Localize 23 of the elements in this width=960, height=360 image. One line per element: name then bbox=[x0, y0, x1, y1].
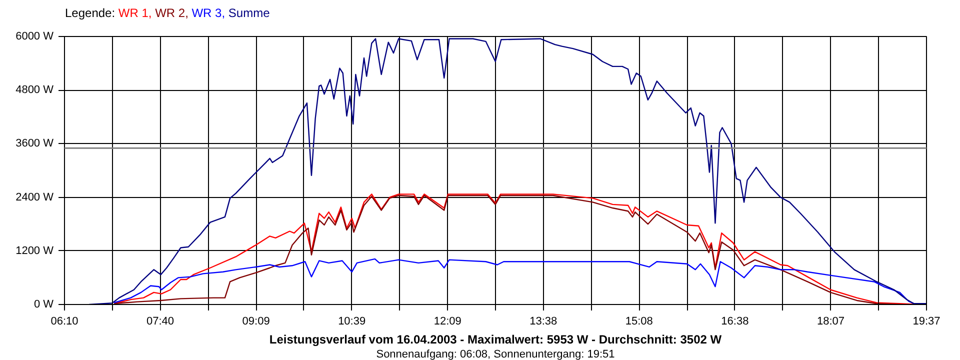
text: Leistungsverlauf vom 16.04.2003 - Maximalwert: 5953 W - Durchschnitt: 3502 W bbox=[269, 332, 722, 346]
text: Sonnenaufgang: 06:08, Sonnenuntergang: 19:51 bbox=[376, 348, 615, 360]
y-tick-label: 1200 W bbox=[16, 244, 54, 257]
x-tick-label: 18:07 bbox=[816, 316, 844, 328]
legend-title: Legende: bbox=[65, 6, 116, 20]
x-tick-label: 12:09 bbox=[434, 316, 462, 328]
y-tick-label: 3600 W bbox=[16, 138, 54, 150]
text: Summe bbox=[228, 6, 270, 20]
text: WR 2, bbox=[155, 6, 190, 20]
x-tick-label: 19:37 bbox=[912, 316, 940, 328]
x-tick-label: 16:38 bbox=[721, 316, 749, 328]
x-tick-label: 13:38 bbox=[530, 316, 558, 328]
x-tick-label: 15:08 bbox=[625, 316, 653, 328]
y-tick-label: 4800 W bbox=[16, 84, 54, 96]
text: WR 1, bbox=[118, 6, 153, 20]
x-tick-label: 10:39 bbox=[338, 316, 366, 328]
y-tick-label: 2400 W bbox=[16, 191, 54, 204]
x-tick-label: 06:10 bbox=[50, 316, 78, 328]
x-tick-label: 07:40 bbox=[146, 316, 174, 328]
x-tick-label: 09:09 bbox=[242, 316, 270, 328]
text: WR 3, bbox=[192, 6, 226, 20]
y-tick-label: 6000 W bbox=[16, 30, 54, 42]
y-tick-label: 0 W bbox=[34, 298, 54, 310]
